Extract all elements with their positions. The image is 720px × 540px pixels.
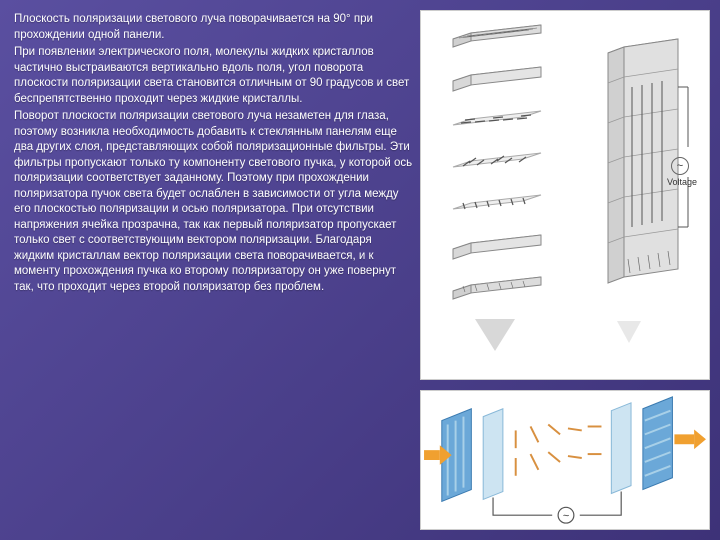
lc-layer-1 bbox=[445, 105, 545, 129]
polarizer-bottom bbox=[445, 273, 545, 297]
lcd-stack-off bbox=[435, 21, 555, 351]
polarizer-right bbox=[643, 397, 673, 490]
light-output-arrow bbox=[475, 319, 515, 351]
slide-root: Плоскость поляризации светового луча пов… bbox=[0, 0, 720, 540]
polarizer-top bbox=[445, 21, 545, 45]
voltage-label: Voltage bbox=[667, 177, 697, 187]
paragraph-2: При появлении электрического поля, молек… bbox=[14, 45, 414, 107]
paragraph-3: Поворот плоскости поляризации светового … bbox=[14, 109, 414, 295]
lc-layer-3 bbox=[445, 189, 545, 213]
voltage-circuit bbox=[493, 492, 621, 524]
glass-left bbox=[483, 409, 503, 500]
body-text: Плоскость поляризации светового луча пов… bbox=[14, 12, 414, 295]
glass-bottom bbox=[445, 231, 545, 255]
lc-layer-2 bbox=[445, 147, 545, 171]
paragraph-1: Плоскость поляризации светового луча пов… bbox=[14, 12, 414, 43]
lcd-layers-diagram: ~ Voltage bbox=[420, 10, 710, 380]
glass-top bbox=[445, 63, 545, 87]
light-arrow-out bbox=[674, 429, 706, 449]
ac-source-icon: ~ bbox=[563, 510, 569, 522]
lc-molecules bbox=[516, 425, 602, 476]
glass-right bbox=[611, 403, 631, 494]
lcd-stack-on: ~ Voltage bbox=[575, 27, 695, 337]
polarizer-path-diagram: ~ bbox=[420, 390, 710, 530]
voltage-source-icon: ~ bbox=[671, 157, 689, 175]
light-blocked-arrow bbox=[617, 321, 641, 343]
